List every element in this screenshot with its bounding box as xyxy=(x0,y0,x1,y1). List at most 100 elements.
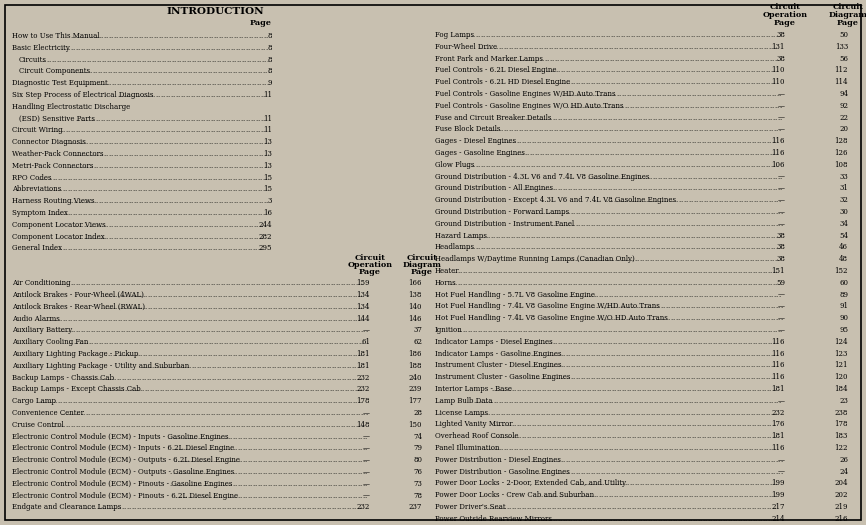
Text: .: . xyxy=(215,91,217,99)
Text: .: . xyxy=(144,374,145,382)
Text: .: . xyxy=(600,232,603,239)
Text: .: . xyxy=(253,233,255,240)
Text: .: . xyxy=(156,150,158,158)
Text: .: . xyxy=(604,255,606,263)
Text: .: . xyxy=(150,209,152,217)
Text: .: . xyxy=(570,78,572,86)
Text: .: . xyxy=(187,385,189,393)
Text: .: . xyxy=(220,91,223,99)
Text: .: . xyxy=(468,31,469,39)
Text: .: . xyxy=(272,433,275,440)
Text: .: . xyxy=(640,338,642,346)
Text: .: . xyxy=(249,350,252,358)
Text: .: . xyxy=(157,174,159,182)
Text: .: . xyxy=(714,279,717,287)
Text: .: . xyxy=(204,233,205,240)
Text: —: — xyxy=(363,468,370,476)
Text: .: . xyxy=(175,91,178,99)
Text: .: . xyxy=(714,125,715,133)
Text: .: . xyxy=(605,408,608,417)
Text: .: . xyxy=(667,102,669,110)
Text: .: . xyxy=(700,279,701,287)
Text: .: . xyxy=(713,361,714,370)
Text: .: . xyxy=(252,433,254,440)
Text: .: . xyxy=(286,374,288,382)
Text: .: . xyxy=(701,125,703,133)
Text: .: . xyxy=(163,114,165,123)
Text: .: . xyxy=(611,149,614,157)
Text: .: . xyxy=(190,385,191,393)
Text: .: . xyxy=(262,327,265,334)
Text: .: . xyxy=(761,90,764,98)
Text: .: . xyxy=(683,137,686,145)
Text: .: . xyxy=(242,468,244,476)
Text: .: . xyxy=(114,385,117,393)
Text: .: . xyxy=(653,196,656,204)
Text: .: . xyxy=(337,468,339,476)
Text: .: . xyxy=(178,150,180,158)
Text: .: . xyxy=(571,503,573,511)
Text: .: . xyxy=(715,208,717,216)
Text: .: . xyxy=(158,138,160,146)
Text: .: . xyxy=(255,456,257,464)
Text: .: . xyxy=(719,55,721,62)
Text: .: . xyxy=(637,302,640,310)
Text: .: . xyxy=(705,232,708,239)
Text: .: . xyxy=(671,421,674,428)
Text: .: . xyxy=(728,137,731,145)
Text: .: . xyxy=(769,432,771,440)
Text: .: . xyxy=(601,503,603,511)
Text: .: . xyxy=(213,162,216,170)
Text: .: . xyxy=(561,125,563,133)
Text: .: . xyxy=(752,55,754,62)
Text: .: . xyxy=(158,56,161,64)
Text: .: . xyxy=(672,267,675,275)
Text: 38: 38 xyxy=(776,244,785,251)
Text: .: . xyxy=(645,408,648,417)
Text: .: . xyxy=(498,397,501,405)
Text: .: . xyxy=(593,444,596,452)
Text: .: . xyxy=(334,385,337,393)
Text: .: . xyxy=(486,503,488,511)
Text: .: . xyxy=(655,113,657,122)
Text: Circuit: Circuit xyxy=(832,3,863,11)
Text: .: . xyxy=(530,408,533,417)
Text: .: . xyxy=(102,397,104,405)
Text: .: . xyxy=(139,56,141,64)
Text: .: . xyxy=(641,196,643,204)
Text: .: . xyxy=(478,43,481,51)
Text: .: . xyxy=(460,279,462,287)
Text: .: . xyxy=(748,196,750,204)
Text: .: . xyxy=(580,408,583,417)
Text: .: . xyxy=(347,421,350,429)
Text: .: . xyxy=(335,279,338,287)
Text: .: . xyxy=(167,245,170,253)
Text: .: . xyxy=(237,91,240,99)
Text: .: . xyxy=(520,515,521,523)
Text: .: . xyxy=(252,303,255,311)
Text: .: . xyxy=(773,421,776,428)
Text: .: . xyxy=(274,503,276,511)
Text: .: . xyxy=(302,303,304,311)
Text: .: . xyxy=(324,374,326,382)
Text: .: . xyxy=(509,55,512,62)
Text: .: . xyxy=(555,208,557,216)
Text: .: . xyxy=(496,385,498,393)
Text: .: . xyxy=(728,385,731,393)
Text: .: . xyxy=(650,220,653,228)
Text: .: . xyxy=(691,90,694,98)
Text: .: . xyxy=(176,362,178,370)
Text: .: . xyxy=(701,43,703,51)
Text: .: . xyxy=(722,350,725,358)
Text: .: . xyxy=(136,338,138,346)
Text: .: . xyxy=(169,56,171,64)
Text: .: . xyxy=(100,32,103,40)
Text: .: . xyxy=(122,127,125,134)
Text: .: . xyxy=(240,397,242,405)
Text: .: . xyxy=(665,66,667,75)
Text: .: . xyxy=(236,409,237,417)
Text: .: . xyxy=(237,314,240,322)
Text: .: . xyxy=(648,220,650,228)
Text: .: . xyxy=(685,338,687,346)
Text: .: . xyxy=(617,90,618,98)
